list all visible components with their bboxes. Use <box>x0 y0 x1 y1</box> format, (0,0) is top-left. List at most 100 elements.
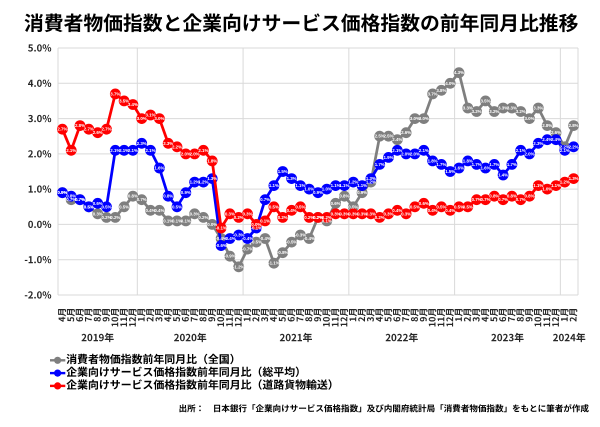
svg-text:-0.9%: -0.9% <box>224 254 236 259</box>
svg-text:0.1%: 0.1% <box>322 218 332 223</box>
svg-text:0.8%: 0.8% <box>163 194 173 199</box>
svg-text:2.6%: 2.6% <box>551 130 561 135</box>
svg-text:0.7%: 0.7% <box>472 197 482 202</box>
svg-text:0.3%: 0.3% <box>401 211 411 216</box>
svg-text:2.3%: 2.3% <box>163 141 173 146</box>
svg-text:0.1%: 0.1% <box>172 218 182 223</box>
svg-text:0.2%: 0.2% <box>234 215 244 220</box>
svg-text:1.5%: 1.5% <box>445 169 455 174</box>
svg-text:2.2%: 2.2% <box>172 144 182 149</box>
svg-text:0.8%: 0.8% <box>507 194 517 199</box>
svg-text:-0.3%: -0.3% <box>233 233 245 238</box>
svg-text:1.6%: 1.6% <box>154 166 164 171</box>
svg-text:2.1%: 2.1% <box>128 148 138 153</box>
svg-text:2.3%: 2.3% <box>137 141 147 146</box>
svg-text:1.3%: 1.3% <box>569 176 579 181</box>
svg-text:3.0%: 3.0% <box>524 116 534 121</box>
svg-text:3.5%: 3.5% <box>119 98 129 103</box>
svg-text:1.1%: 1.1% <box>533 183 543 188</box>
svg-text:0.2%: 0.2% <box>313 215 323 220</box>
svg-text:0.6%: 0.6% <box>419 201 429 206</box>
svg-text:0.8%: 0.8% <box>489 194 499 199</box>
svg-text:3.3%: 3.3% <box>533 106 543 111</box>
svg-text:0.5%: 0.5% <box>295 204 305 209</box>
svg-text:0.2%: 0.2% <box>304 215 314 220</box>
svg-text:0.9%: 0.9% <box>313 190 323 195</box>
svg-text:1.3%: 1.3% <box>366 176 376 181</box>
svg-text:-1.1%: -1.1% <box>268 261 280 266</box>
svg-text:3.7%: 3.7% <box>428 91 438 96</box>
svg-text:-0.4%: -0.4% <box>303 236 315 241</box>
svg-text:3.7%: 3.7% <box>110 91 120 96</box>
svg-text:-0.6%: -0.6% <box>215 243 227 248</box>
svg-text:1.1%: 1.1% <box>269 183 279 188</box>
svg-text:2.0%: 2.0% <box>181 151 191 156</box>
svg-text:0.2%: 0.2% <box>278 215 288 220</box>
svg-text:0.5%: 0.5% <box>84 204 94 209</box>
svg-text:0.2%: 0.2% <box>322 215 332 220</box>
svg-text:0.5%: 0.5% <box>454 204 464 209</box>
svg-text:1.2%: 1.2% <box>366 180 376 185</box>
svg-text:0.4%: 0.4% <box>392 208 402 213</box>
svg-text:2.1%: 2.1% <box>145 148 155 153</box>
svg-text:2.1%: 2.1% <box>392 148 402 153</box>
svg-text:1.1%: 1.1% <box>295 183 305 188</box>
svg-text:0.4%: 0.4% <box>287 208 297 213</box>
svg-text:2.5%: 2.5% <box>375 134 385 139</box>
svg-text:0.1%: 0.1% <box>163 218 173 223</box>
svg-text:1.6%: 1.6% <box>454 166 464 171</box>
svg-text:0.0%: 0.0% <box>207 222 217 227</box>
svg-text:0.4%: 0.4% <box>154 208 164 213</box>
svg-text:3.0%: 3.0% <box>137 116 147 121</box>
svg-text:0.7%: 0.7% <box>75 197 85 202</box>
svg-text:1.8%: 1.8% <box>428 158 438 163</box>
svg-text:1.5%: 1.5% <box>278 169 288 174</box>
svg-text:0.2%: 0.2% <box>101 215 111 220</box>
svg-text:0.8%: 0.8% <box>128 194 138 199</box>
svg-text:3.2%: 3.2% <box>516 109 526 114</box>
svg-text:2.0%: 2.0% <box>410 151 420 156</box>
svg-text:0.7%: 0.7% <box>75 197 85 202</box>
svg-text:3.0%: 3.0% <box>419 116 429 121</box>
svg-text:3.3%: 3.3% <box>507 106 517 111</box>
svg-text:3.2%: 3.2% <box>489 109 499 114</box>
svg-text:0.3%: 0.3% <box>366 211 376 216</box>
svg-text:0.1%: 0.1% <box>181 218 191 223</box>
svg-text:0.5%: 0.5% <box>269 204 279 209</box>
svg-text:-1.2%: -1.2% <box>233 264 245 269</box>
svg-text:2.8%: 2.8% <box>75 123 85 128</box>
svg-text:0.3%: 0.3% <box>383 211 393 216</box>
svg-text:2.0%: 2.0% <box>524 151 534 156</box>
svg-text:0.2%: 0.2% <box>198 215 208 220</box>
svg-text:1.7%: 1.7% <box>472 162 482 167</box>
svg-text:3.8%: 3.8% <box>436 88 446 93</box>
svg-text:2.4%: 2.4% <box>542 137 552 142</box>
svg-text:0.4%: 0.4% <box>145 208 155 213</box>
svg-text:0.7%: 0.7% <box>516 197 526 202</box>
svg-text:1.2%: 1.2% <box>198 180 208 185</box>
svg-text:0.2%: 0.2% <box>110 215 120 220</box>
svg-text:2.1%: 2.1% <box>66 148 76 153</box>
svg-text:-0.4%: -0.4% <box>224 236 236 241</box>
svg-text:0.9%: 0.9% <box>181 190 191 195</box>
svg-text:-0.5%: -0.5% <box>286 240 298 245</box>
svg-text:1.2%: 1.2% <box>348 180 358 185</box>
svg-text:1.7%: 1.7% <box>507 162 517 167</box>
svg-text:0.7%: 0.7% <box>260 197 270 202</box>
svg-text:0.5%: 0.5% <box>84 204 94 209</box>
svg-text:-0.7%: -0.7% <box>242 247 254 252</box>
svg-text:1.1%: 1.1% <box>339 183 349 188</box>
svg-text:2.7%: 2.7% <box>57 127 67 132</box>
svg-text:2.3%: 2.3% <box>533 141 543 146</box>
svg-text:4.3%: 4.3% <box>454 70 464 75</box>
svg-text:1.7%: 1.7% <box>436 162 446 167</box>
svg-text:2.1%: 2.1% <box>198 148 208 153</box>
svg-text:0.4%: 0.4% <box>428 208 438 213</box>
svg-text:3.5%: 3.5% <box>480 98 490 103</box>
svg-text:0.3%: 0.3% <box>242 211 252 216</box>
svg-text:0.3%: 0.3% <box>348 211 358 216</box>
svg-text:3.1%: 3.1% <box>145 113 155 118</box>
svg-text:1.1%: 1.1% <box>551 183 561 188</box>
svg-text:-0.8%: -0.8% <box>277 250 289 255</box>
svg-text:1.8%: 1.8% <box>207 158 217 163</box>
